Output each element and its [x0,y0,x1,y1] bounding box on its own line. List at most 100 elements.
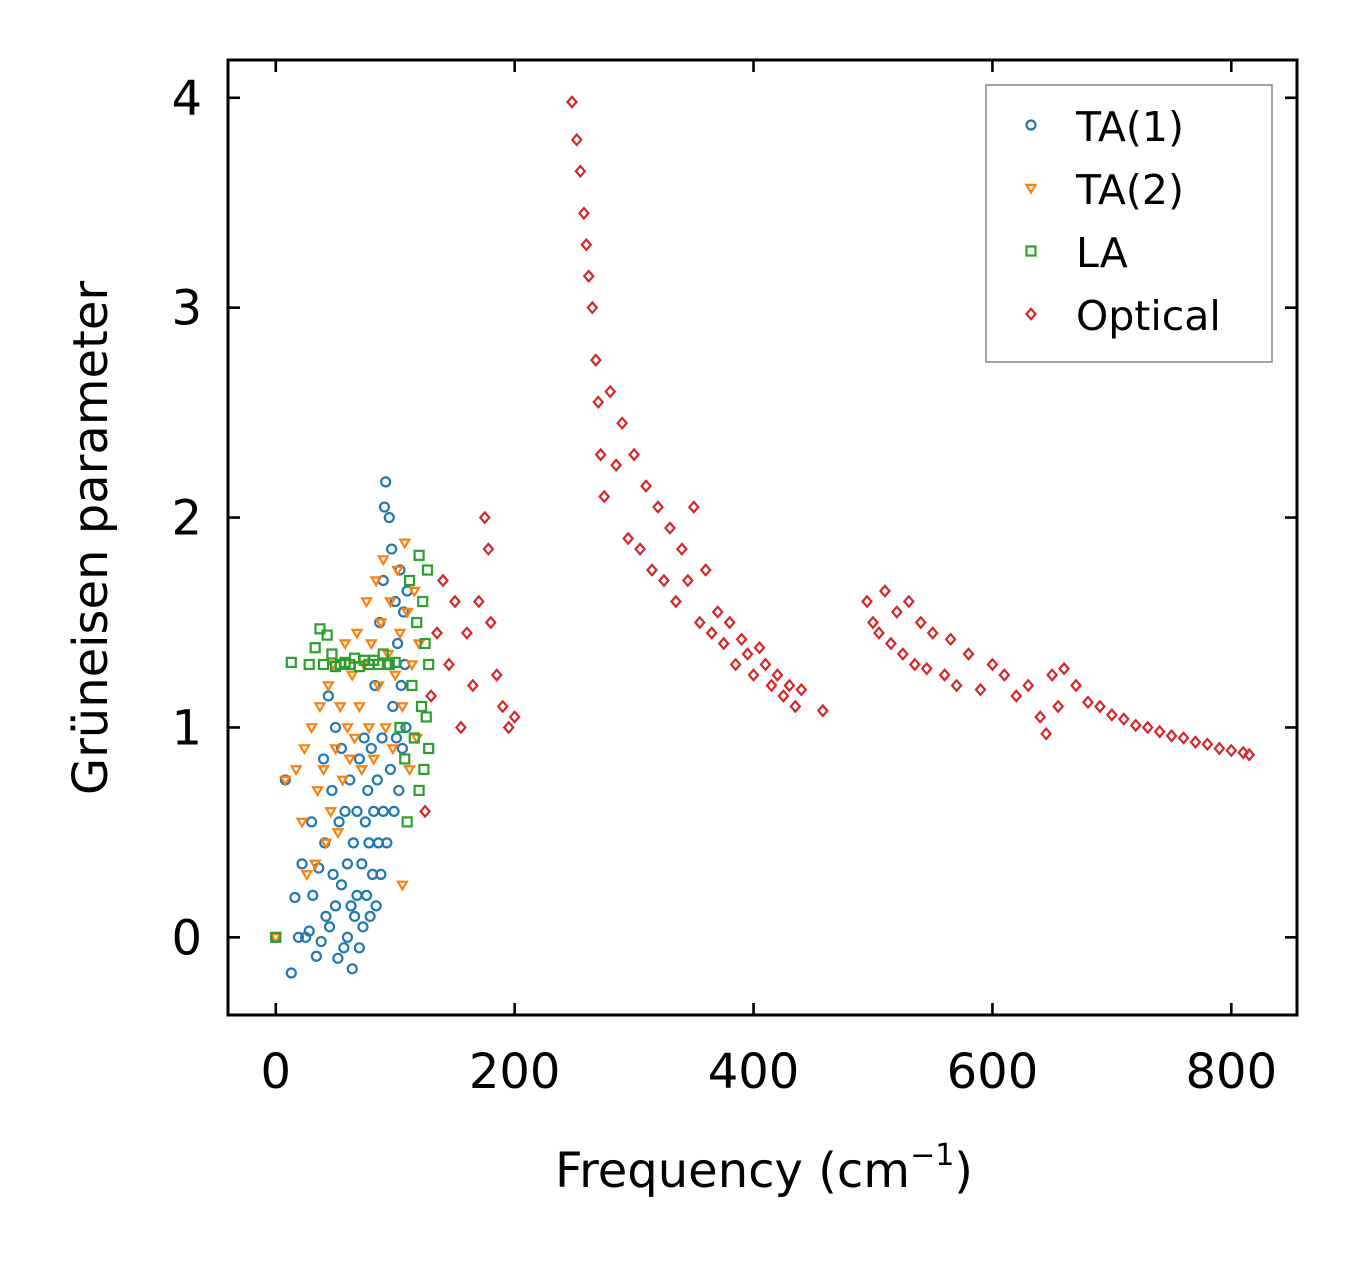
data-point [356,858,368,870]
data-point [896,647,909,661]
data-point [437,573,449,588]
data-point [950,678,963,693]
data-point [1213,741,1226,756]
legend-label: LA [1076,229,1128,277]
data-point [351,805,363,818]
data-point [380,476,392,488]
series-ta-2- [269,538,426,945]
x-axis-title-superscript: −1 [910,1138,954,1173]
data-point [393,784,405,797]
data-point [311,786,325,798]
data-point [403,765,416,777]
data-point [367,754,381,766]
data-point [388,805,400,818]
data-point [321,681,335,693]
data-point [345,670,359,682]
data-point [405,660,419,672]
data-point [400,607,414,619]
data-point [759,657,772,672]
data-point [390,732,403,744]
data-point [317,753,330,765]
data-point [375,868,387,880]
x-tick-label: 800 [1185,1044,1277,1100]
data-point [383,658,395,671]
data-point [308,859,322,871]
data-point [362,784,374,797]
data-point [296,858,308,870]
data-point [399,753,411,765]
legend-label: Optical [1076,292,1221,340]
data-point [343,754,357,766]
data-point [747,668,760,682]
data-point [363,837,375,849]
data-point [387,700,399,713]
data-point [413,784,425,797]
data-point [628,447,641,462]
y-tick-label: 1 [171,700,202,756]
series-ta-1- [270,476,413,979]
data-point [285,656,297,668]
data-point [589,353,602,367]
data-point [369,679,381,692]
data-point [357,921,369,933]
data-point [711,605,724,619]
data-point [372,658,385,671]
x-tick-label: 0 [261,1044,292,1100]
data-point [419,804,432,819]
data-point [407,586,421,598]
data-point [616,416,629,430]
data-point [816,703,829,718]
x-axis-title: Frequency (cm−1) [555,1138,973,1199]
data-point [502,720,515,735]
data-point [333,702,347,714]
data-point [305,723,319,735]
data-point [420,711,432,723]
data-point [292,931,305,943]
data-point [884,636,897,651]
data-point [332,952,344,964]
y-tick-label: 3 [171,281,202,337]
data-point [269,933,283,945]
data-point [376,732,388,744]
data-point [333,816,345,828]
data-point [314,623,326,635]
data-point [1165,728,1178,743]
data-point [386,744,400,756]
data-point [604,384,617,399]
data-point [1022,678,1035,693]
data-point [384,597,397,609]
data-point [320,910,332,922]
data-point [352,702,366,714]
data-point [270,931,282,943]
data-point [577,206,590,221]
data-point [926,626,939,640]
data-point [1153,724,1166,739]
data-point [326,648,338,660]
data-point [392,637,404,650]
data-point [338,942,350,954]
data-point [634,542,647,556]
legend: TA(1) TA(2) LA Optical [985,84,1273,363]
data-point [669,594,682,609]
legend-label: TA(2) [1075,166,1184,214]
data-point [365,742,377,755]
data-point [598,489,611,504]
data-point [326,784,338,797]
data-point [795,682,808,697]
series-la [270,549,435,943]
data-point [789,699,802,714]
data-point [423,658,435,671]
data-point [496,699,509,714]
data-point [861,594,873,609]
data-point [777,689,790,703]
data-point [765,678,778,693]
data-point [986,657,999,672]
data-point [920,661,933,676]
data-point [460,626,473,640]
data-point [303,925,315,937]
y-tick-label: 4 [171,71,202,127]
data-point [289,765,303,777]
data-point [723,615,736,630]
data-point [1177,731,1190,745]
